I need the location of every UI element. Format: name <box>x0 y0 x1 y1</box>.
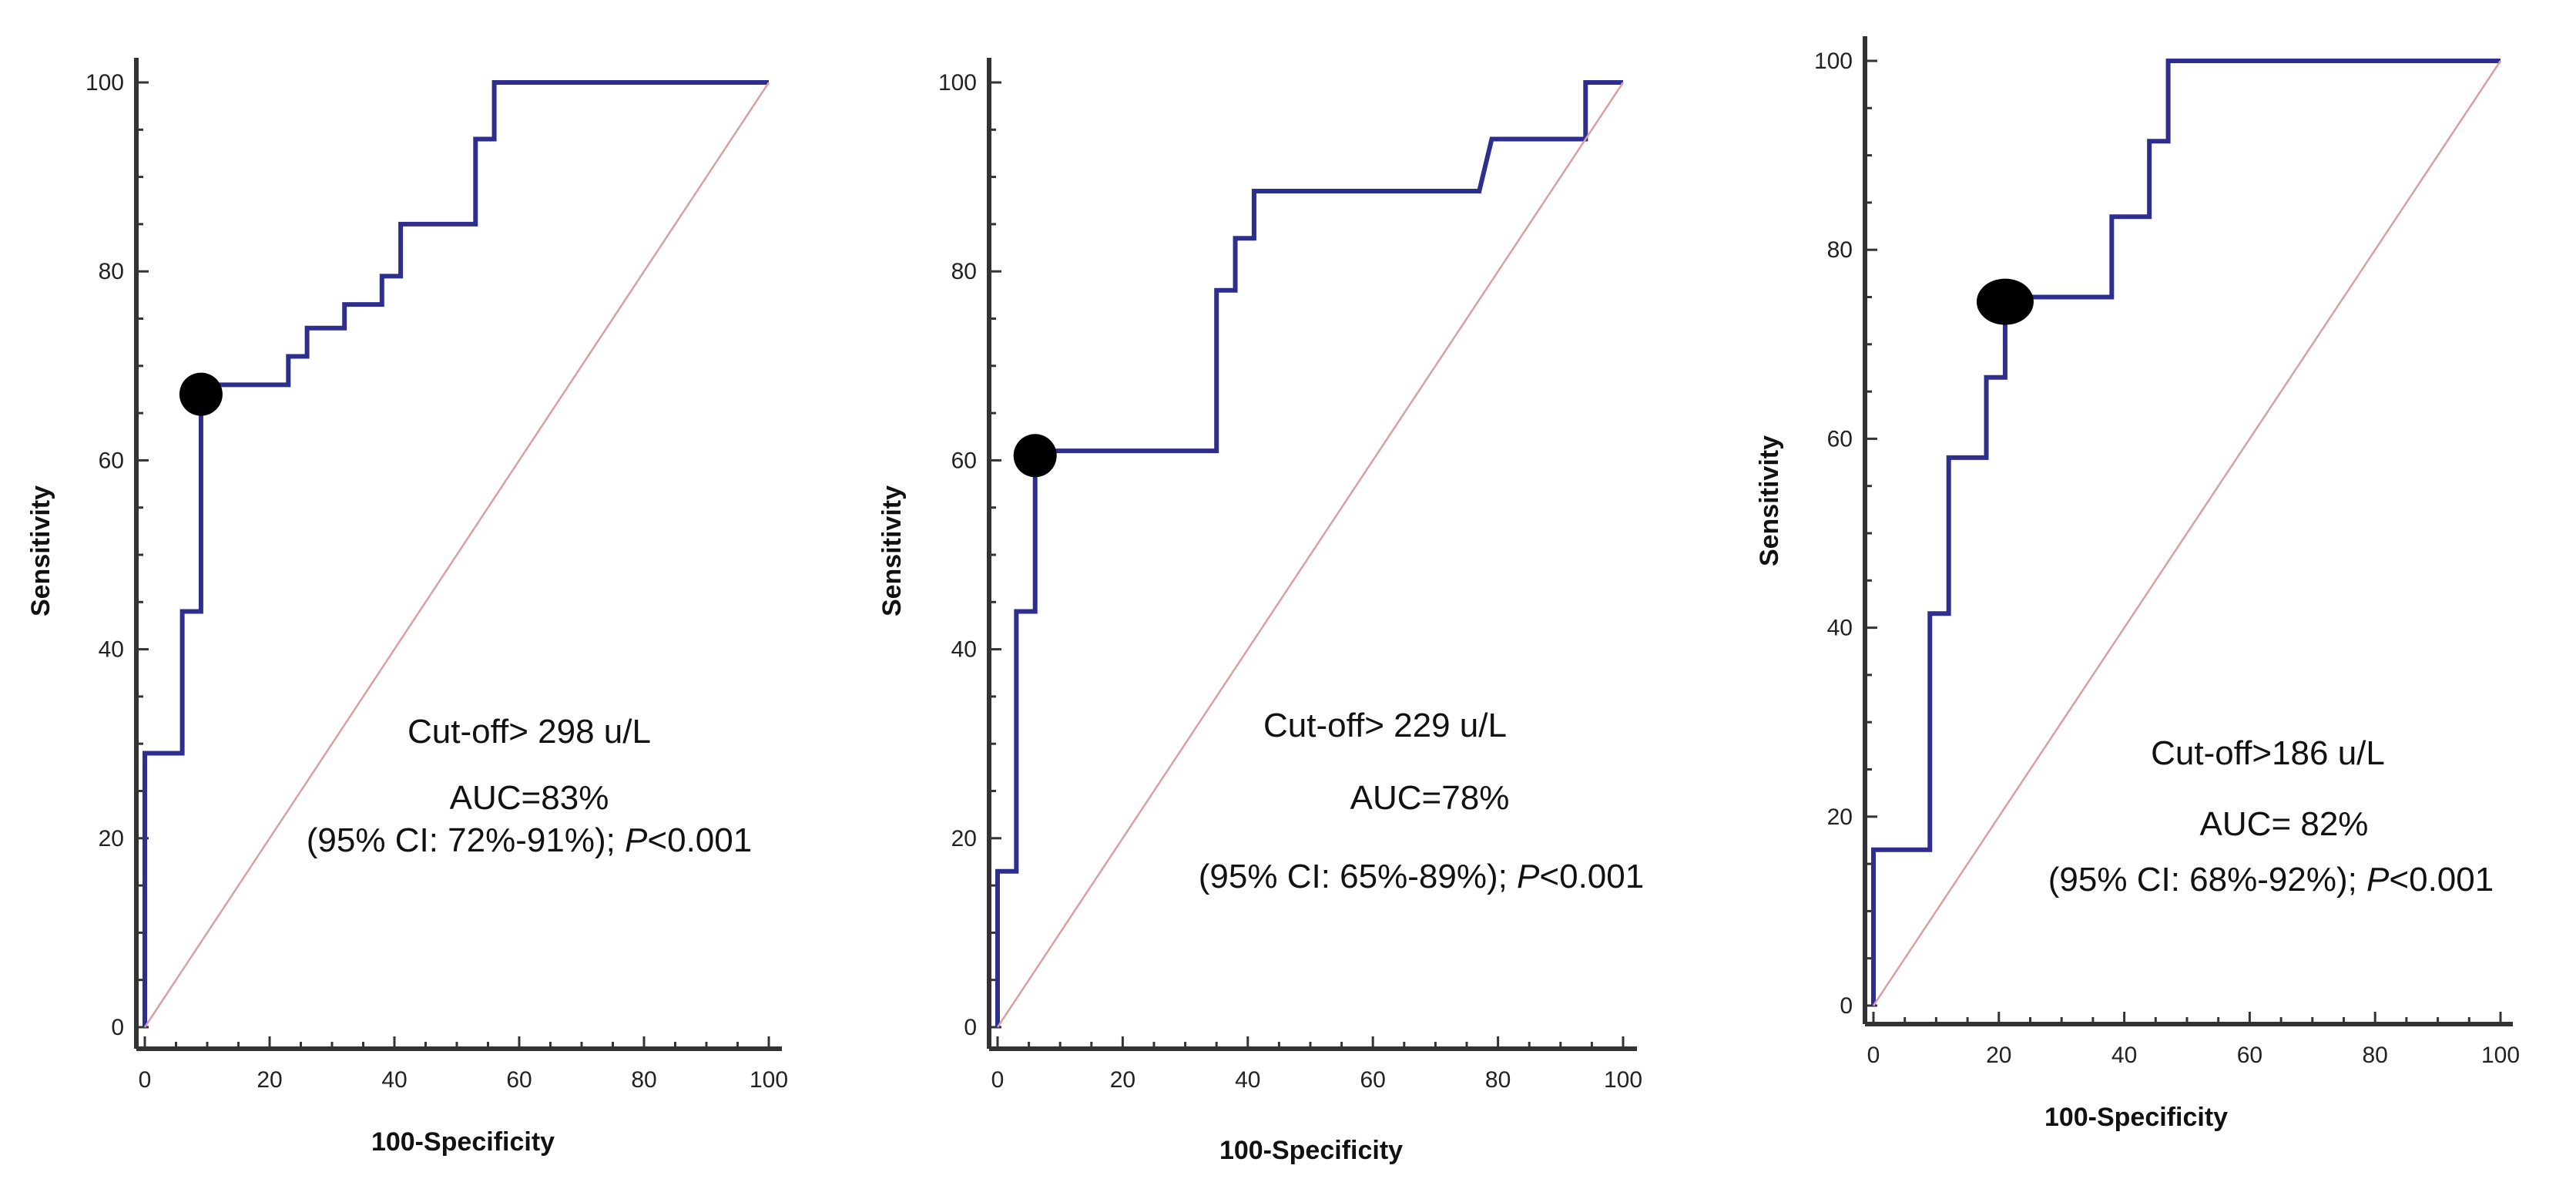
p-label: P <box>625 821 648 859</box>
x-tick-label: 100 <box>1604 1067 1642 1093</box>
x-axis-label: 100-Specificity <box>371 1127 555 1157</box>
y-tick-label: 100 <box>938 70 977 96</box>
x-tick-label: 0 <box>1867 1043 1880 1068</box>
x-axis-label: 100-Specificity <box>2044 1103 2228 1132</box>
x-tick-label: 60 <box>506 1067 532 1093</box>
cutoff-point-marker <box>1013 434 1057 478</box>
ci-annotation: (95% CI: 65%-89%); P<0.001 <box>1199 858 1644 895</box>
reference-diagonal-line <box>1872 60 2502 1006</box>
x-tick-label: 0 <box>991 1067 1005 1093</box>
y-tick-label: 80 <box>99 259 124 284</box>
x-tick-label: 80 <box>2363 1043 2388 1068</box>
x-axis-label: 100-Specificity <box>1219 1136 1403 1165</box>
reference-diagonal-line <box>143 82 770 1028</box>
y-tick-label: 20 <box>951 826 977 851</box>
y-tick-label: 20 <box>1827 804 1853 830</box>
auc-annotation: AUC=78% <box>1350 779 1510 817</box>
y-tick-label: 60 <box>99 448 124 473</box>
roc-panel-3: 0 20 40 60 80 100 0 20 40 60 80 100 Cut-off>186 u/L A… <box>1755 36 2520 1132</box>
x-tick-label: 40 <box>1235 1067 1260 1093</box>
p-label: P <box>2366 861 2390 898</box>
p-value: <0.001 <box>2389 861 2494 898</box>
y-tick-label: 100 <box>86 70 124 96</box>
p-value: <0.001 <box>647 821 752 859</box>
cutoff-annotation: Cut-off> 229 u/L <box>1263 707 1507 744</box>
p-value: <0.001 <box>1539 858 1644 895</box>
ci-text: (95% CI: 65%-89%); <box>1199 858 1517 895</box>
y-tick-label: 40 <box>99 637 124 663</box>
roc-curve-line <box>995 80 1623 1027</box>
cutoff-point-marker <box>179 372 223 416</box>
y-tick-label: 40 <box>1827 616 1853 641</box>
cutoff-annotation: Cut-off> 298 u/L <box>408 713 651 751</box>
y-tick-label: 40 <box>951 637 977 663</box>
cutoff-annotation: Cut-off>186 u/L <box>2151 734 2385 772</box>
ci-text: (95% CI: 68%-92%); <box>2048 861 2366 898</box>
cutoff-point-marker <box>1976 278 2034 325</box>
y-tick-label: 0 <box>111 1015 124 1040</box>
y-tick-label: 80 <box>1827 237 1853 263</box>
ci-annotation: (95% CI: 72%-91%); P<0.001 <box>307 821 752 859</box>
x-tick-label: 60 <box>2237 1043 2262 1068</box>
x-tick-label: 100 <box>750 1067 788 1093</box>
y-tick-label: 60 <box>951 448 977 473</box>
y-tick-label: 100 <box>1814 49 1853 74</box>
auc-annotation: AUC=83% <box>450 779 609 817</box>
x-tick-label: 40 <box>381 1067 407 1093</box>
x-tick-label: 60 <box>1360 1067 1386 1093</box>
x-tick-label: 20 <box>1110 1067 1135 1093</box>
p-label: P <box>1517 858 1540 895</box>
y-tick-label: 80 <box>951 259 977 284</box>
roc-panel-1: 0 20 40 60 80 100 0 20 40 60 80 100 Cut-off> 298 u/L… <box>26 58 788 1157</box>
y-axis-label: Sensitivity <box>877 485 907 616</box>
y-tick-label: 20 <box>99 826 124 851</box>
x-tick-label: 40 <box>2111 1043 2137 1068</box>
ci-text: (95% CI: 72%-91%); <box>307 821 625 859</box>
y-axis-label: Sensitivity <box>26 485 55 616</box>
x-tick-label: 100 <box>2481 1043 2520 1068</box>
roc-curve-line <box>1871 59 2501 1006</box>
y-tick-label: 0 <box>964 1015 977 1040</box>
reference-diagonal-line <box>996 82 1625 1028</box>
x-tick-label: 80 <box>631 1067 656 1093</box>
roc-curve-line <box>143 80 769 1027</box>
y-tick-label: 60 <box>1827 426 1853 452</box>
x-tick-label: 0 <box>139 1067 152 1093</box>
x-tick-label: 20 <box>257 1067 282 1093</box>
x-tick-label: 80 <box>1485 1067 1511 1093</box>
y-axis-label: Sensitivity <box>1755 435 1784 566</box>
ci-annotation: (95% CI: 68%-92%); P<0.001 <box>2048 861 2494 898</box>
x-tick-label: 20 <box>1986 1043 2011 1068</box>
y-tick-label: 0 <box>1840 993 1853 1019</box>
roc-panel-2: 0 20 40 60 80 100 0 20 40 60 80 100 Cut-off> 229 u/L… <box>877 58 1644 1165</box>
auc-annotation: AUC= 82% <box>2200 805 2369 843</box>
